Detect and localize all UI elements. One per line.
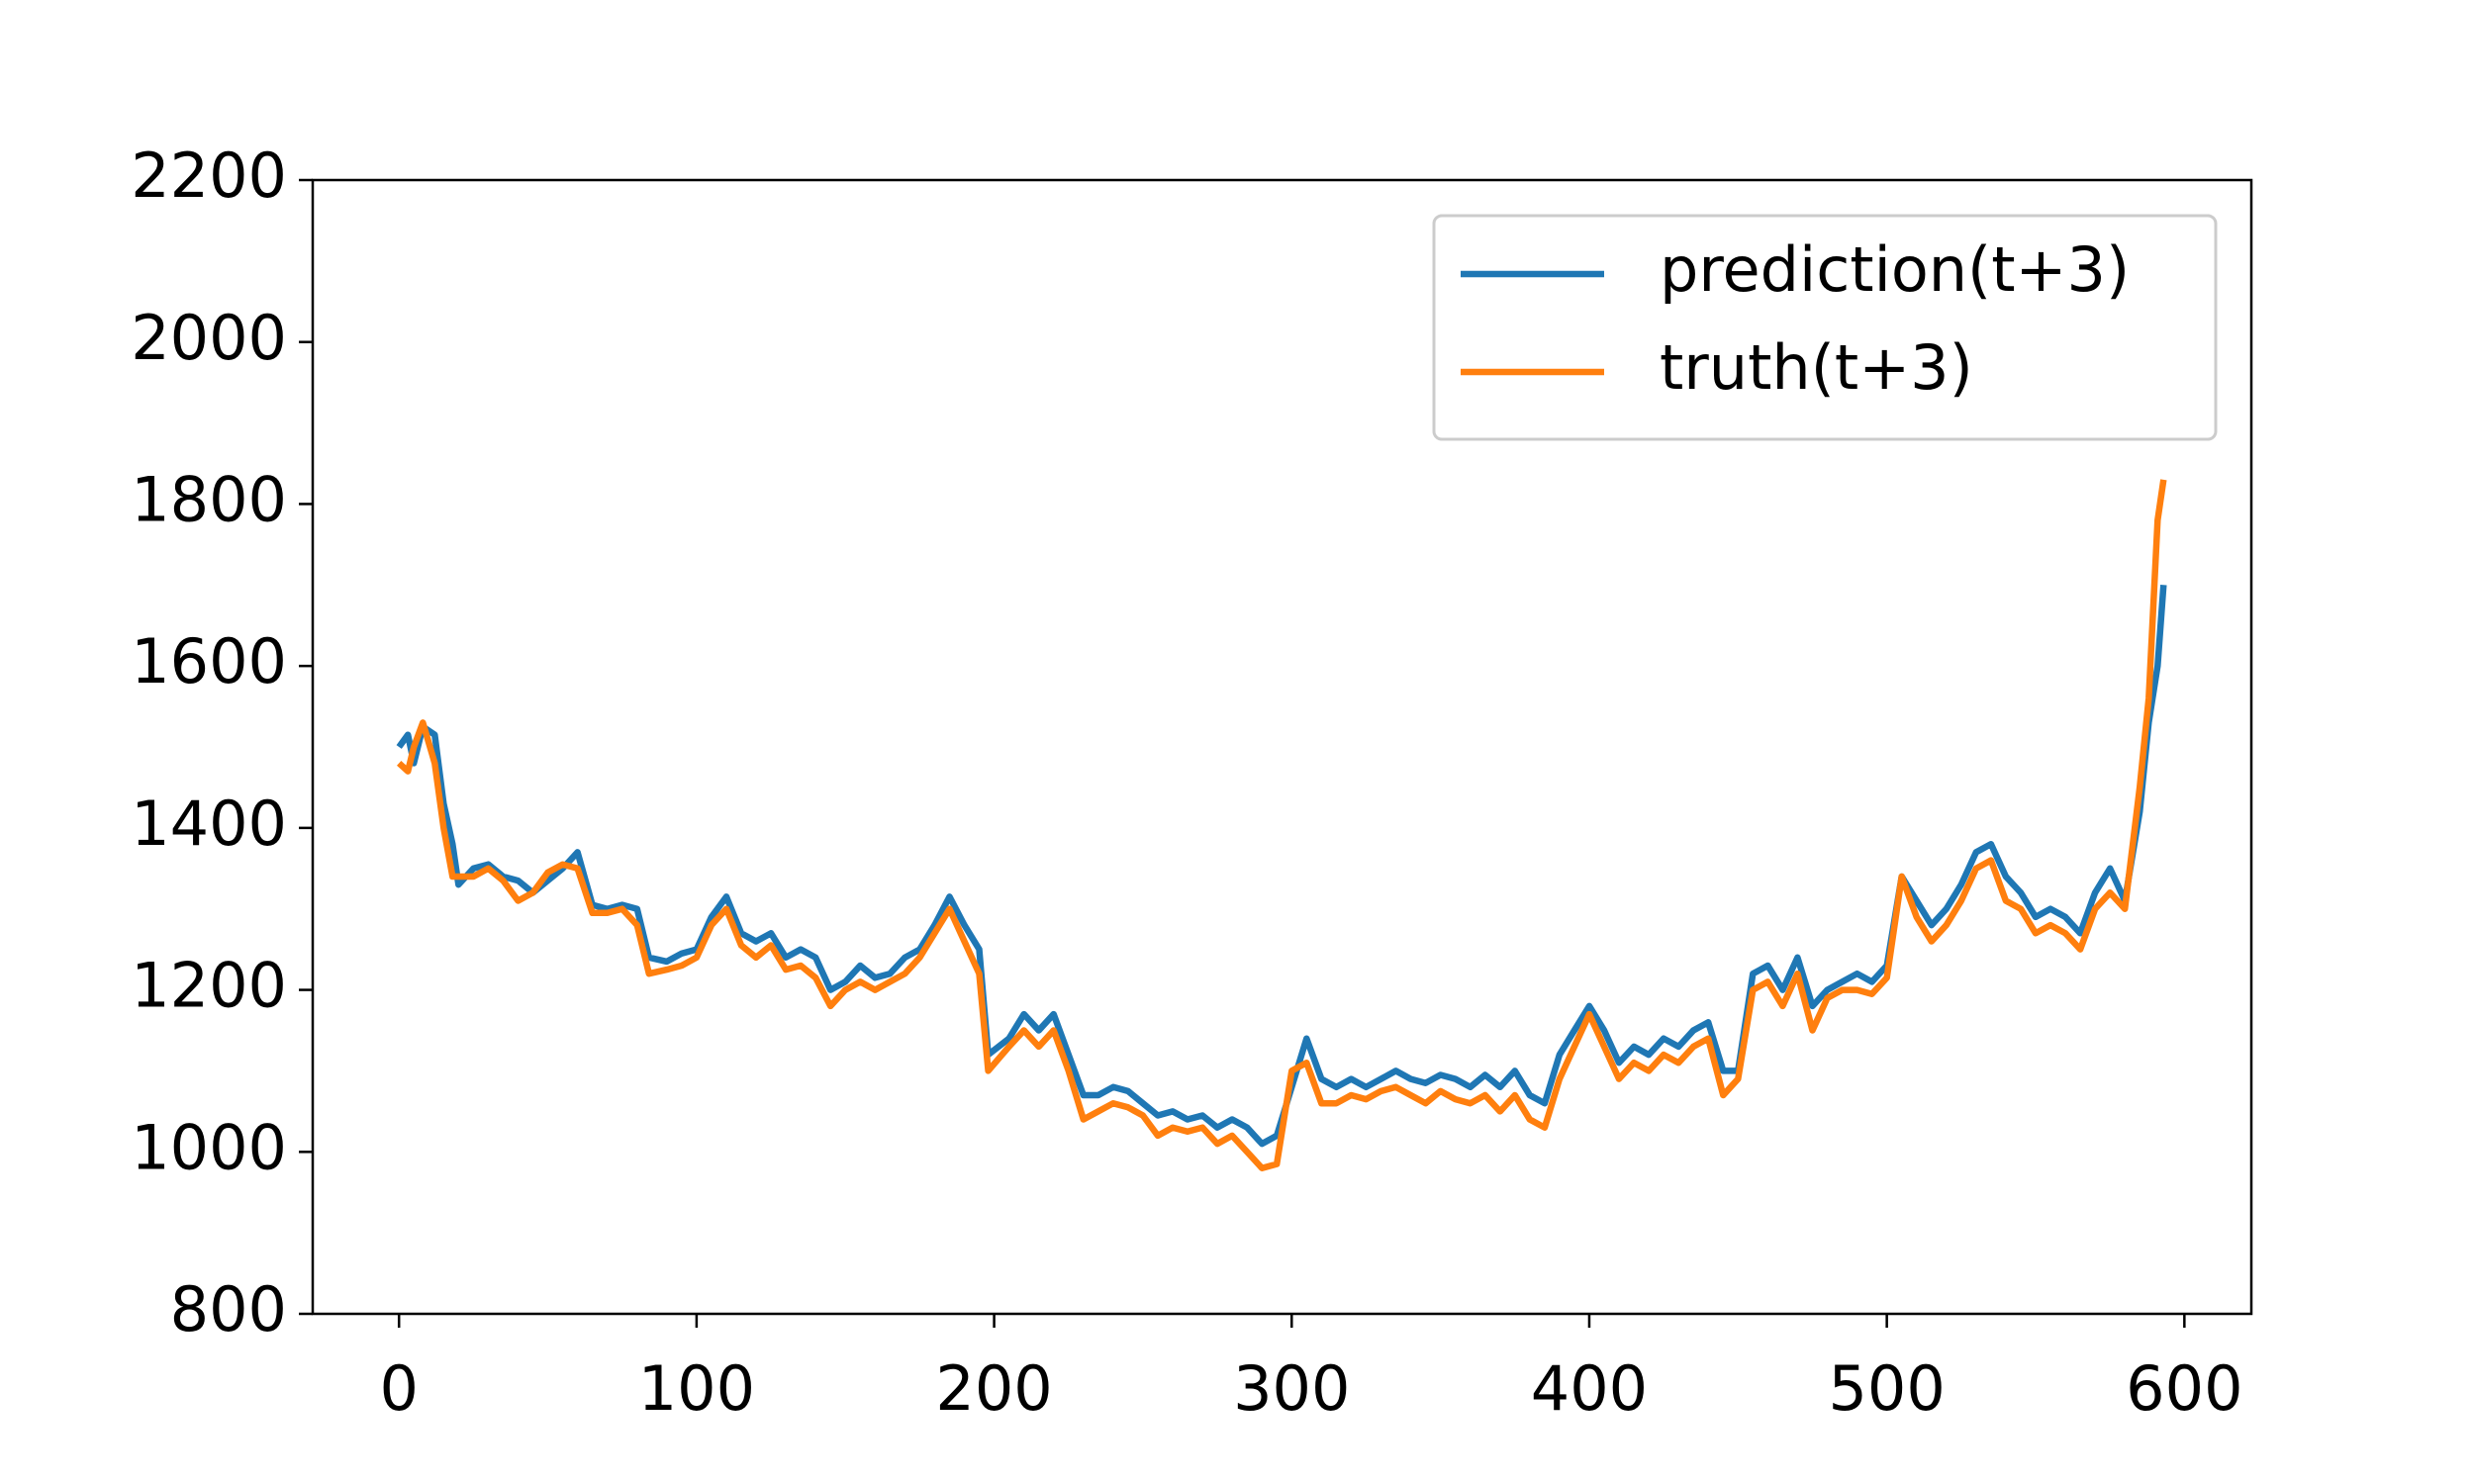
x-tick-label: 600 [2126,1352,2242,1425]
y-tick-label: 1800 [131,464,287,536]
axes-frame [311,178,2253,1316]
y-tick-label: 2200 [131,139,287,212]
x-tick-label: 200 [935,1352,1052,1425]
x-tick-label: 0 [379,1352,418,1425]
line-series [396,585,2167,1148]
y-tick-label: 800 [170,1273,287,1345]
x-tick-label: 300 [1233,1352,1350,1425]
x-tick-label: 100 [638,1352,755,1425]
line-series [397,479,2167,1171]
y-tick-label: 1000 [131,1111,287,1183]
y-tick-label: 1200 [131,950,287,1022]
legend-box [1432,214,2218,441]
x-tick-label: 500 [1828,1352,1945,1425]
legend-label: prediction(t+3) [1660,233,2130,306]
y-tick-label: 1400 [131,788,287,860]
x-tick-label: 400 [1531,1352,1648,1425]
legend-label: truth(t+3) [1660,331,1973,404]
y-tick-label: 1600 [131,625,287,697]
y-tick-label: 2000 [131,302,287,374]
